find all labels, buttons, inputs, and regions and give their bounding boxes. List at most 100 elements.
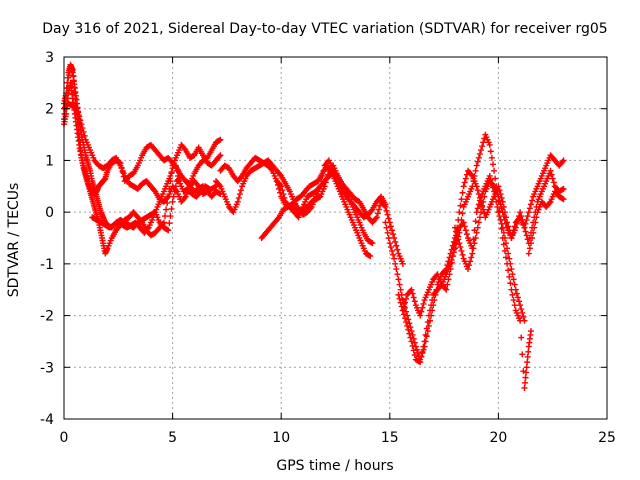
data-point [458, 247, 465, 254]
data-point [400, 303, 407, 310]
data-point [403, 319, 410, 326]
data-point [274, 215, 281, 222]
data-point [446, 271, 453, 278]
y-tick-label: 3 [45, 50, 54, 66]
data-point [522, 374, 529, 381]
data-point [236, 191, 243, 198]
data-point [500, 241, 507, 248]
data-point [277, 181, 284, 188]
data-point [320, 167, 327, 174]
x-tick-label: 0 [60, 430, 69, 446]
y-tick-label: 2 [45, 102, 54, 118]
data-point [520, 368, 527, 375]
data-point [317, 183, 324, 190]
data-point [409, 290, 416, 297]
data-point [394, 271, 401, 278]
data-point [319, 172, 326, 179]
data-point [523, 364, 530, 371]
data-point [411, 298, 418, 305]
data-point [383, 207, 390, 214]
data-point [392, 260, 399, 267]
data-point [391, 255, 398, 262]
data-point [419, 348, 426, 355]
data-point [175, 172, 182, 179]
data-point [468, 171, 475, 178]
data-point [522, 379, 529, 386]
data-point [499, 235, 506, 241]
data-point [518, 334, 525, 341]
data-point [444, 281, 451, 288]
data-point [388, 247, 395, 254]
data-point [475, 191, 482, 198]
data-point [216, 181, 223, 188]
data-point [478, 209, 485, 216]
data-point [506, 273, 513, 280]
data-point [318, 178, 325, 185]
data-point [473, 183, 480, 190]
data-point [513, 290, 520, 297]
data-point [461, 179, 468, 186]
x-tick-label: 10 [272, 430, 290, 446]
x-axis-label: GPS time / hours [276, 458, 393, 474]
data-point [527, 240, 534, 247]
data-point [523, 232, 530, 239]
data-point [417, 359, 424, 366]
data-point [392, 238, 399, 245]
data-point [460, 183, 467, 190]
data-point [159, 220, 166, 227]
data-point [403, 295, 410, 302]
data-point [181, 145, 188, 152]
data-point [171, 157, 178, 164]
data-point [168, 205, 175, 212]
data-point [78, 121, 85, 128]
tick-labels: 0 5 10 15 20 25 -4 -3 -2 -1 0 1 2 3 [40, 50, 616, 446]
data-point [457, 244, 464, 251]
data-point [421, 338, 428, 345]
data-point [468, 254, 475, 261]
data-point [423, 333, 430, 340]
y-axis-label: SDTVAR / TECUs [6, 183, 22, 298]
data-point [469, 250, 476, 257]
data-point [504, 260, 511, 267]
y-tick-label: -2 [40, 309, 54, 325]
data-point [478, 147, 485, 154]
data-point [408, 286, 415, 293]
data-point [501, 247, 508, 254]
data-point [476, 150, 483, 157]
data-point [384, 229, 391, 236]
data-point [447, 260, 454, 267]
data-point [497, 201, 504, 208]
data-point [372, 215, 379, 222]
data-point [475, 154, 482, 161]
data-point [395, 276, 402, 283]
data-point [480, 139, 487, 146]
data-point [453, 241, 460, 248]
data-point [166, 220, 173, 227]
data-point [527, 201, 534, 208]
data-point [533, 214, 540, 221]
data-point [522, 220, 529, 227]
y-tick-label: 0 [45, 205, 54, 221]
data-point [495, 193, 502, 200]
data-point [77, 117, 84, 124]
data-point [560, 157, 567, 164]
data-point [531, 224, 538, 231]
data-point [383, 224, 390, 231]
data-point [217, 152, 224, 159]
data-point [382, 219, 389, 226]
data-point [463, 231, 470, 238]
data-point [396, 295, 403, 302]
data-point [506, 255, 513, 262]
data-point [172, 187, 179, 194]
data-point [474, 224, 481, 231]
data-point [510, 297, 517, 304]
data-point [216, 153, 223, 160]
data-point [474, 158, 481, 165]
data-point [411, 339, 418, 346]
data-point [496, 197, 503, 204]
data-point [384, 211, 391, 218]
series-track-9 [273, 157, 406, 267]
data-point [406, 330, 413, 337]
series-track-14 [525, 188, 567, 257]
data-point [492, 175, 499, 182]
